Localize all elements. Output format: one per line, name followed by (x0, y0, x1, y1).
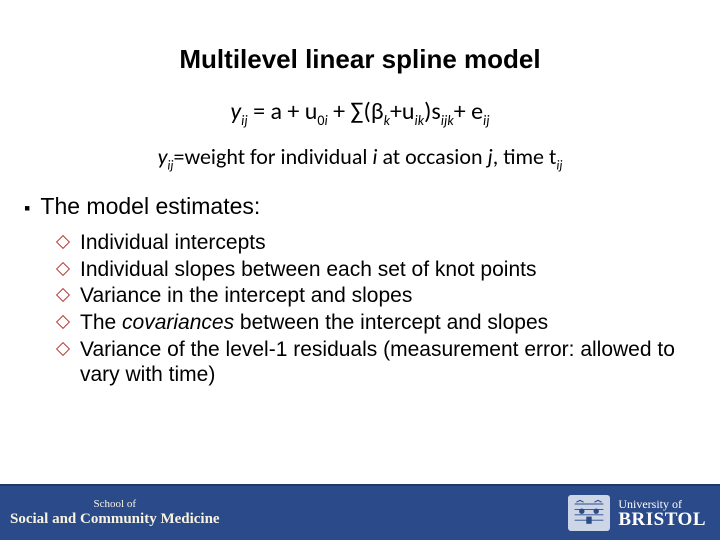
definition-line: yij=weight for individual i at occasion … (0, 143, 720, 173)
list-item: The covariances between the intercept an… (58, 310, 690, 336)
list-item: Variance of the level-1 residuals (measu… (58, 337, 690, 388)
section-heading: ▪The model estimates: (0, 193, 720, 220)
footer-bar: School of Social and Community Medicine … (0, 484, 720, 540)
list-item: Individual intercepts (58, 230, 690, 256)
diamond-bullet-icon (56, 342, 70, 356)
slide-title: Multilevel linear spline model (0, 0, 720, 75)
square-bullet-icon: ▪ (24, 198, 30, 219)
university-label: University of BRISTOL (618, 498, 706, 529)
footer-university: University of BRISTOL (568, 495, 706, 531)
bullet-list: Individual intercepts Individual slopes … (0, 230, 720, 388)
list-item: Variance in the intercept and slopes (58, 283, 690, 309)
main-equation: yij = a + u0i + ∑(βk+uik)sijk+ eij (0, 97, 720, 129)
footer-school: School of Social and Community Medicine (10, 498, 220, 528)
diamond-bullet-icon (56, 315, 70, 329)
crest-icon (568, 495, 610, 531)
list-item: Individual slopes between each set of kn… (58, 257, 690, 283)
diamond-bullet-icon (56, 288, 70, 302)
diamond-bullet-icon (56, 235, 70, 249)
diamond-bullet-icon (56, 262, 70, 276)
